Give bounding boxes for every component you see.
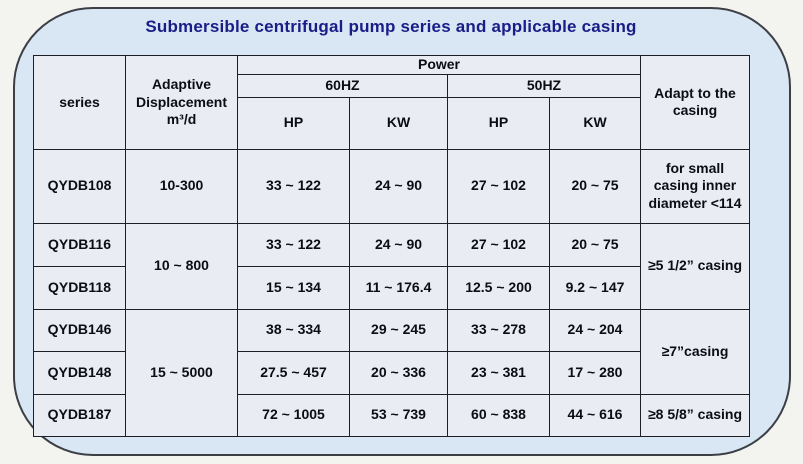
header-row-frequency: 60HZ 50HZ [34, 73, 750, 98]
table-row-qydb108: QYDB108 10-300 33 ~ 122 24 ~ 90 27 ~ 102… [33, 148, 750, 224]
casing-cell: ≥7”casing [640, 308, 750, 395]
series-cell: QYDB108 [33, 148, 126, 224]
casing-cell: for small casing inner diameter <114 [640, 148, 750, 224]
kw-60hz-cell: 24 ~ 90 [349, 222, 448, 267]
hp-50hz-cell: 27 ~ 102 [447, 222, 550, 267]
table-row-qydb187: QYDB187 72 ~ 1005 53 ~ 739 60 ~ 838 44 ~… [33, 393, 750, 437]
table-row-qydb118: QYDB118 15 ~ 134 11 ~ 176.4 12.5 ~ 200 9… [33, 265, 750, 310]
hp-50hz-cell: 33 ~ 278 [447, 308, 550, 352]
kw-60hz-cell: 53 ~ 739 [349, 393, 448, 437]
header-50hz: 50HZ [447, 73, 641, 98]
series-cell: QYDB116 [33, 222, 126, 267]
header-60hz: 60HZ [237, 73, 448, 98]
hp-60hz-cell: 38 ~ 334 [237, 308, 350, 352]
header-power: Power [237, 55, 641, 75]
hp-60hz-cell: 27.5 ~ 457 [237, 350, 350, 395]
header-displacement: Adaptive Displacement m³/d [125, 55, 238, 150]
table-row-qydb146: QYDB146 15 ~ 5000 38 ~ 334 29 ~ 245 33 ~… [33, 308, 750, 437]
header-adapt-casing: Adapt to the casing [640, 55, 750, 150]
kw-50hz-cell: 9.2 ~ 147 [549, 265, 641, 310]
page-title: Submersible centrifugal pump series and … [145, 17, 637, 36]
table-row-qydb148: QYDB148 27.5 ~ 457 20 ~ 336 23 ~ 381 17 … [33, 350, 750, 395]
header-kw-50hz: KW [549, 96, 641, 150]
kw-60hz-cell: 24 ~ 90 [349, 148, 448, 224]
displacement-cell: 10-300 [125, 148, 238, 224]
hp-50hz-cell: 12.5 ~ 200 [447, 265, 550, 310]
series-cell: QYDB118 [33, 265, 126, 310]
hp-50hz-cell: 23 ~ 381 [447, 350, 550, 395]
series-cell: QYDB187 [33, 393, 126, 437]
hp-60hz-cell: 33 ~ 122 [237, 148, 350, 224]
header-row-power: series Adaptive Displacement m³/d Power … [33, 55, 750, 150]
header-hp-60hz: HP [237, 96, 350, 150]
header-row-units: HP KW HP KW [34, 96, 750, 150]
kw-50hz-cell: 20 ~ 75 [549, 222, 641, 267]
hp-50hz-cell: 27 ~ 102 [447, 148, 550, 224]
kw-50hz-cell: 44 ~ 616 [549, 393, 641, 437]
header-kw-60hz: KW [349, 96, 448, 150]
header-hp-50hz: HP [447, 96, 550, 150]
hp-60hz-cell: 72 ~ 1005 [237, 393, 350, 437]
kw-50hz-cell: 20 ~ 75 [549, 148, 641, 224]
displacement-cell: 10 ~ 800 [125, 222, 238, 310]
casing-cell: ≥8 5/8” casing [640, 393, 750, 437]
kw-60hz-cell: 20 ~ 336 [349, 350, 448, 395]
table-row-qydb116: QYDB116 10 ~ 800 33 ~ 122 24 ~ 90 27 ~ 1… [33, 222, 750, 310]
kw-50hz-cell: 17 ~ 280 [549, 350, 641, 395]
series-cell: QYDB148 [33, 350, 126, 395]
pump-series-table: series Adaptive Displacement m³/d Power … [33, 55, 750, 437]
kw-50hz-cell: 24 ~ 204 [549, 308, 641, 352]
kw-60hz-cell: 11 ~ 176.4 [349, 265, 448, 310]
header-series: series [33, 55, 126, 150]
hp-60hz-cell: 15 ~ 134 [237, 265, 350, 310]
casing-cell: ≥5 1/2” casing [640, 222, 750, 310]
kw-60hz-cell: 29 ~ 245 [349, 308, 448, 352]
displacement-cell: 15 ~ 5000 [125, 308, 238, 437]
series-cell: QYDB146 [33, 308, 126, 352]
hp-60hz-cell: 33 ~ 122 [237, 222, 350, 267]
hp-50hz-cell: 60 ~ 838 [447, 393, 550, 437]
